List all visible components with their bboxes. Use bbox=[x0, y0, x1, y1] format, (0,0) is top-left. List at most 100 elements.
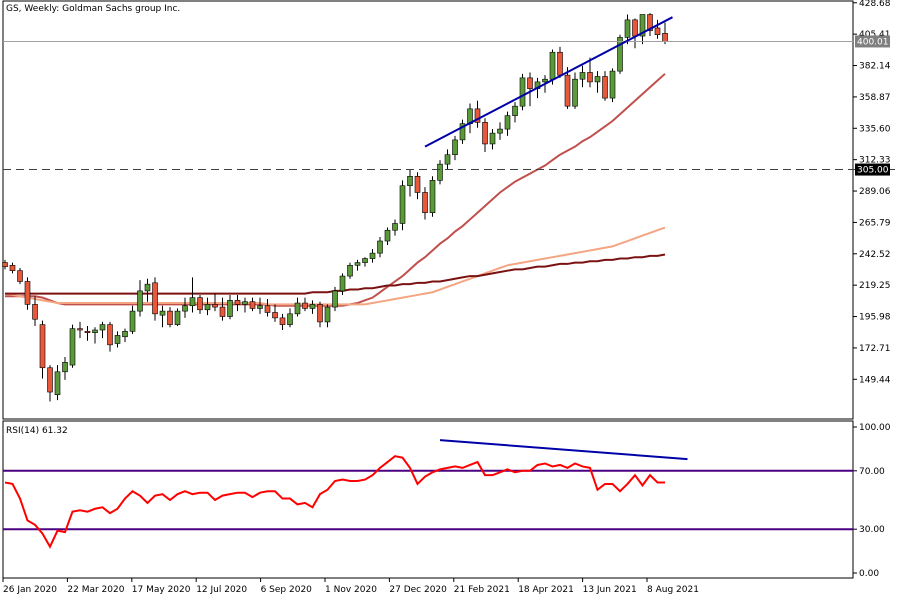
candle-body bbox=[92, 329, 98, 334]
rsi-panel: RSI(14) 61.32 100.00 70.00 30.00 0.00 bbox=[2, 420, 891, 579]
candle-body bbox=[639, 14, 646, 37]
price-panel-frame bbox=[2, 0, 854, 420]
price-trendline bbox=[424, 16, 673, 148]
candle bbox=[399, 180, 406, 231]
rsi-y-tick-label: 30.00 bbox=[859, 525, 885, 535]
candle-body bbox=[62, 362, 68, 373]
candle bbox=[279, 313, 286, 331]
candle-body bbox=[632, 19, 638, 37]
candle-body bbox=[527, 77, 533, 89]
candle-body bbox=[654, 27, 661, 36]
candle bbox=[362, 257, 368, 267]
candle bbox=[587, 57, 593, 88]
candle bbox=[422, 187, 428, 220]
candle bbox=[77, 321, 83, 339]
candle bbox=[17, 267, 23, 285]
candle-body bbox=[444, 154, 451, 165]
candle bbox=[32, 296, 38, 326]
candle bbox=[219, 297, 226, 321]
candle bbox=[39, 320, 46, 379]
candle bbox=[212, 293, 218, 312]
candle-body bbox=[609, 70, 616, 99]
candle-body bbox=[197, 297, 203, 311]
candle-body bbox=[9, 264, 16, 271]
x-tick-label: 27 Dec 2020 bbox=[389, 585, 447, 595]
candle-body bbox=[362, 258, 368, 263]
candle bbox=[122, 328, 128, 343]
x-tick-label: 17 May 2020 bbox=[132, 585, 191, 595]
candle bbox=[47, 365, 53, 402]
candle-body bbox=[122, 331, 128, 338]
candle-body bbox=[332, 290, 338, 308]
candle-body bbox=[77, 328, 83, 331]
candle-body bbox=[504, 115, 511, 130]
candle bbox=[114, 331, 121, 348]
candle-body bbox=[279, 317, 286, 325]
candle bbox=[624, 14, 631, 45]
candle-body bbox=[114, 335, 121, 344]
candle bbox=[137, 280, 143, 317]
candle-body bbox=[377, 240, 383, 254]
candle bbox=[62, 356, 68, 380]
rsi-y-tick-label: 100.00 bbox=[859, 423, 891, 433]
candle bbox=[99, 321, 106, 339]
rsi-level-lines bbox=[3, 469, 853, 531]
rsi-y-tick-label: 70.00 bbox=[859, 467, 885, 477]
x-tick-label: 6 Sep 2020 bbox=[261, 585, 313, 595]
candle-body bbox=[542, 78, 548, 83]
candle-body bbox=[617, 37, 623, 72]
candle bbox=[489, 129, 496, 150]
price-y-tick-label: 405.41 bbox=[859, 30, 891, 40]
candle bbox=[317, 301, 323, 328]
x-tick-label: 8 Aug 2021 bbox=[647, 585, 699, 595]
candle-body bbox=[437, 163, 443, 181]
candle bbox=[84, 325, 91, 341]
candle bbox=[444, 149, 451, 170]
candle-body bbox=[234, 300, 241, 305]
x-tick-label: 13 Jun 2021 bbox=[583, 585, 637, 595]
candle-body bbox=[594, 76, 601, 83]
candle-body bbox=[264, 305, 271, 313]
price-y-tick-label: 195.98 bbox=[859, 313, 891, 323]
candle-body bbox=[354, 262, 361, 266]
candle bbox=[377, 236, 383, 258]
candle-body bbox=[512, 105, 518, 116]
candle bbox=[204, 297, 211, 316]
candle-body bbox=[557, 51, 563, 76]
candle-body bbox=[69, 328, 76, 366]
candle bbox=[249, 297, 256, 312]
candle-body bbox=[519, 77, 526, 107]
x-tick-label: 12 Jul 2020 bbox=[196, 585, 247, 595]
candle-body bbox=[489, 132, 496, 145]
candle bbox=[609, 68, 616, 103]
candle-body bbox=[572, 78, 578, 107]
candlesticks bbox=[2, 13, 668, 402]
candle bbox=[309, 300, 316, 314]
rsi-panel-frame bbox=[2, 420, 854, 579]
candle-body bbox=[309, 304, 316, 309]
candle-body bbox=[317, 304, 323, 323]
candle bbox=[129, 305, 136, 335]
candle bbox=[302, 297, 308, 312]
candle-body bbox=[294, 302, 301, 315]
price-y-tick-label: 242.52 bbox=[859, 250, 891, 260]
candle bbox=[474, 100, 481, 128]
price-y-tick-label: 172.71 bbox=[859, 344, 891, 354]
price-y-tick-label: 289.06 bbox=[859, 187, 891, 197]
x-tick-label: 22 Mar 2020 bbox=[67, 585, 124, 595]
candle bbox=[69, 324, 76, 368]
candle bbox=[459, 119, 466, 144]
candle bbox=[497, 122, 503, 140]
candle bbox=[92, 327, 98, 344]
candle-body bbox=[369, 252, 376, 259]
price-y-tick-label: 382.14 bbox=[859, 62, 891, 72]
candle-body bbox=[182, 305, 188, 312]
candle bbox=[579, 65, 586, 88]
price-overlays: 305.00 400.01 bbox=[3, 16, 900, 176]
rsi-y-tick-label: 0.00 bbox=[859, 569, 879, 579]
candle-body bbox=[189, 297, 196, 307]
candle bbox=[414, 172, 421, 200]
candle bbox=[572, 72, 578, 109]
candle-body bbox=[549, 51, 556, 80]
